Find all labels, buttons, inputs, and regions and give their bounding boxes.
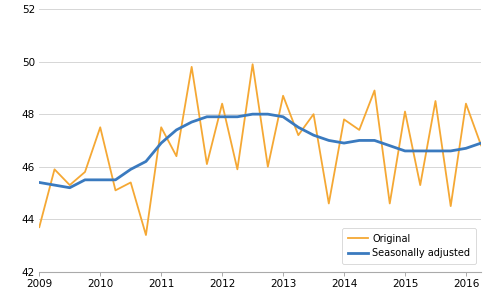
Seasonally adjusted [341, 141, 347, 145]
Original [478, 144, 484, 147]
Seasonally adjusted [311, 133, 317, 137]
Original [280, 94, 286, 98]
Seasonally adjusted [219, 115, 225, 119]
Original [356, 128, 362, 132]
Seasonally adjusted [433, 149, 438, 153]
Seasonally adjusted [97, 178, 103, 182]
Seasonally adjusted [372, 139, 378, 142]
Line: Seasonally adjusted: Seasonally adjusted [39, 114, 491, 188]
Seasonally adjusted [249, 112, 255, 116]
Original [97, 125, 103, 129]
Seasonally adjusted [82, 178, 88, 182]
Original [67, 183, 73, 187]
Seasonally adjusted [402, 149, 408, 153]
Legend: Original, Seasonally adjusted: Original, Seasonally adjusted [342, 228, 476, 264]
Original [402, 110, 408, 113]
Seasonally adjusted [143, 160, 149, 163]
Original [143, 233, 149, 237]
Original [372, 89, 378, 92]
Seasonally adjusted [296, 125, 301, 129]
Seasonally adjusted [112, 178, 118, 182]
Original [249, 63, 255, 66]
Original [82, 170, 88, 174]
Original [128, 181, 134, 184]
Original [158, 125, 164, 129]
Original [234, 168, 240, 171]
Seasonally adjusted [478, 141, 484, 145]
Seasonally adjusted [417, 149, 423, 153]
Original [463, 102, 469, 105]
Seasonally adjusted [52, 183, 57, 187]
Seasonally adjusted [204, 115, 210, 119]
Seasonally adjusted [356, 139, 362, 142]
Seasonally adjusted [173, 128, 179, 132]
Seasonally adjusted [234, 115, 240, 119]
Original [265, 165, 271, 169]
Original [296, 133, 301, 137]
Original [433, 99, 438, 103]
Original [173, 154, 179, 158]
Seasonally adjusted [280, 115, 286, 119]
Seasonally adjusted [36, 181, 42, 184]
Original [417, 183, 423, 187]
Seasonally adjusted [326, 139, 332, 142]
Original [112, 188, 118, 192]
Seasonally adjusted [158, 141, 164, 145]
Original [219, 102, 225, 105]
Seasonally adjusted [463, 146, 469, 150]
Original [448, 204, 454, 208]
Original [204, 162, 210, 166]
Seasonally adjusted [448, 149, 454, 153]
Original [189, 65, 194, 69]
Line: Original: Original [39, 64, 491, 235]
Original [52, 168, 57, 171]
Seasonally adjusted [189, 120, 194, 124]
Original [311, 112, 317, 116]
Original [36, 225, 42, 229]
Original [326, 202, 332, 205]
Original [341, 117, 347, 121]
Seasonally adjusted [67, 186, 73, 190]
Seasonally adjusted [265, 112, 271, 116]
Seasonally adjusted [387, 144, 393, 147]
Seasonally adjusted [128, 168, 134, 171]
Original [387, 202, 393, 205]
